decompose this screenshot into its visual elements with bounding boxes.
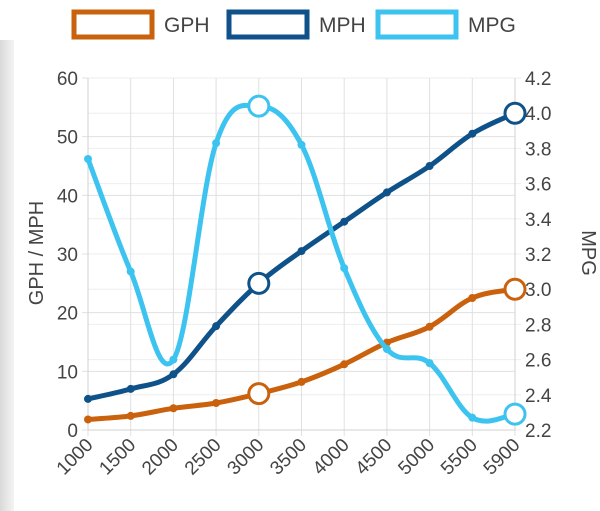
- left-edge-strip: [0, 40, 14, 511]
- y-tick-label-left: 50: [57, 128, 78, 149]
- x-tick-label: 5000: [394, 435, 439, 480]
- data-point-highlight-mpg: [503, 402, 527, 426]
- data-point-gph: [297, 377, 306, 386]
- data-point-gph: [84, 415, 92, 424]
- data-point-highlight-mpg: [247, 94, 271, 118]
- y-tick-label-right: 4.0: [525, 104, 551, 125]
- y-tick-label-right: 2.4: [525, 386, 552, 407]
- y-tick-label-right: 3.6: [525, 175, 551, 196]
- y-tick-label-right: 3.0: [525, 280, 551, 301]
- axis-titles: GPH / MPH MPG: [26, 201, 599, 305]
- data-point-mpg: [382, 345, 391, 354]
- data-point-mph: [169, 370, 178, 379]
- data-point-gph: [212, 399, 221, 408]
- y-tick-label-left: 10: [57, 362, 78, 383]
- data-point-gph: [169, 404, 178, 413]
- data-point-gph: [340, 360, 349, 369]
- y-tick-label-right: 3.2: [525, 245, 551, 266]
- x-tick-label: 2000: [138, 435, 183, 480]
- y-tick-label-right: 4.2: [525, 69, 551, 90]
- data-point-mph: [84, 394, 92, 403]
- data-point-highlight-mph: [247, 271, 271, 295]
- data-point-mpg: [468, 413, 477, 422]
- y-tick-label-left: 30: [57, 245, 78, 266]
- data-point-gph: [468, 294, 477, 302]
- y-tick-label-left: 60: [57, 69, 78, 90]
- data-point-mpg: [297, 140, 306, 149]
- data-point-mpg: [425, 359, 434, 368]
- series-layer: [84, 94, 527, 426]
- data-point-mpg: [340, 264, 349, 273]
- data-point-mpg: [169, 355, 178, 364]
- y-tick-label-right: 3.8: [525, 139, 551, 160]
- legend-label-mph: MPH: [319, 14, 366, 37]
- y-tick-label-left: 20: [57, 304, 78, 325]
- data-point-highlight-gph: [247, 382, 271, 406]
- y-tick-label-left: 40: [57, 186, 78, 207]
- legend-swatch-gph: [71, 9, 155, 40]
- x-tick-label: 4000: [309, 435, 354, 480]
- y-tick-label-right: 2.2: [525, 421, 551, 442]
- x-tick-label: 3500: [266, 435, 311, 480]
- data-point-highlight-mph: [503, 101, 527, 125]
- y-tick-label-left: 0: [67, 421, 78, 442]
- data-point-mpg: [212, 139, 221, 148]
- x-tick-label: 5500: [437, 435, 482, 480]
- y-tick-label-right: 2.8: [525, 315, 551, 336]
- legend-label-gph: GPH: [164, 14, 210, 37]
- y-axis-title-right: MPG: [577, 230, 599, 276]
- y-tick-label-right: 3.4: [525, 210, 552, 231]
- data-point-gph: [126, 411, 135, 420]
- data-point-mpg: [126, 267, 135, 276]
- data-point-mph: [468, 129, 477, 138]
- data-point-mph: [340, 217, 349, 226]
- legend-label-mpg: MPG: [468, 14, 516, 37]
- x-tick-label: 4500: [352, 435, 397, 480]
- x-tick-label: 2500: [181, 435, 226, 480]
- x-tick-label: 5900: [480, 435, 525, 480]
- legend-swatch-mph: [226, 9, 310, 40]
- data-point-mpg: [84, 154, 92, 163]
- x-tick-label: 3000: [224, 435, 269, 480]
- x-tick-label: 1000: [53, 435, 98, 480]
- x-tick-label: 1500: [95, 435, 140, 480]
- data-point-mph: [126, 384, 135, 393]
- data-point-mph: [425, 162, 434, 170]
- data-point-highlight-gph: [503, 277, 527, 301]
- data-point-mph: [212, 322, 221, 331]
- data-point-mph: [382, 188, 391, 197]
- y-tick-label-right: 2.6: [525, 351, 551, 372]
- data-point-mph: [297, 247, 306, 256]
- data-point-gph: [425, 322, 434, 331]
- legend-swatch-mpg: [375, 9, 459, 40]
- y-axis-title-left: GPH / MPH: [26, 201, 48, 305]
- legend: GPH MPH MPG: [71, 9, 516, 40]
